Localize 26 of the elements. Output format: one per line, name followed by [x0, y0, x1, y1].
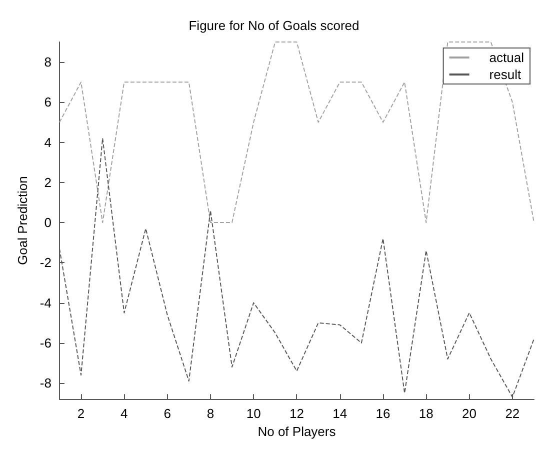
y-tick-label: -4 [40, 295, 52, 310]
y-axis-title: Goal Prediction [15, 176, 30, 265]
x-tick-label: 2 [77, 406, 85, 422]
y-tick-label: 0 [44, 215, 52, 230]
legend-label: actual [489, 50, 524, 65]
x-tick-label: 18 [418, 406, 434, 422]
chart-title: Figure for No of Goals scored [188, 18, 360, 33]
x-tick-label: 8 [206, 406, 214, 422]
y-tick-label: -2 [40, 255, 52, 270]
x-tick-label: 16 [376, 406, 390, 422]
y-tick-label: -6 [40, 335, 52, 350]
x-tick-label: 10 [246, 406, 261, 422]
y-tick-label: 2 [44, 174, 52, 190]
x-tick-label: 12 [289, 406, 304, 422]
line-series [58, 42, 534, 224]
y-tick-label: 8 [44, 54, 52, 70]
legend-label: result [489, 67, 522, 82]
y-tick-label: 4 [44, 134, 52, 150]
x-tick-label: 14 [332, 406, 348, 422]
y-tick-label: -8 [40, 376, 52, 391]
x-tick-label: 4 [120, 406, 128, 422]
x-tick-label: 22 [505, 406, 520, 422]
x-axis-title: No of Players [258, 424, 336, 439]
x-tick-label: 6 [164, 406, 171, 422]
x-tick-label: 20 [462, 406, 477, 422]
y-tick-label: 6 [44, 94, 52, 110]
